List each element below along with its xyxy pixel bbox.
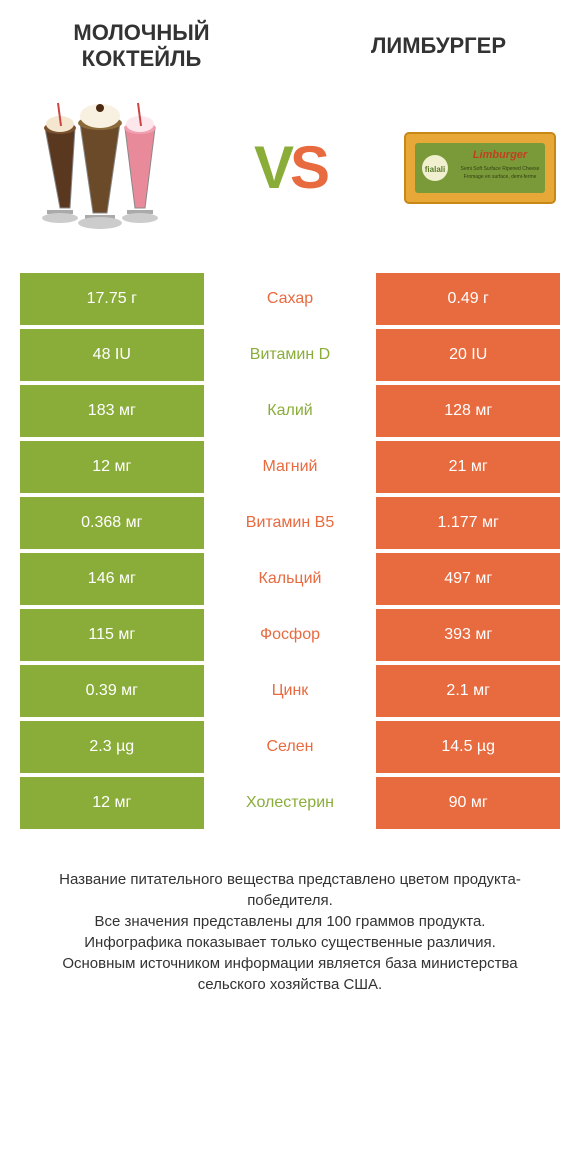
cheese-icon: fialali Limburger Semi Soft Surface Ripe… — [400, 118, 560, 218]
left-value-cell: 0.368 мг — [20, 497, 204, 549]
table-row: 146 мгКальций497 мг — [20, 553, 560, 605]
table-row: 0.368 мгВитамин B51.177 мг — [20, 497, 560, 549]
right-value-cell: 393 мг — [376, 609, 560, 661]
nutrient-name-cell: Селен — [204, 721, 377, 773]
svg-text:Fromage en surface, demi-ferme: Fromage en surface, demi-ferme — [464, 174, 537, 180]
table-row: 2.3 µgСелен14.5 µg — [20, 721, 560, 773]
nutrient-name-cell: Сахар — [204, 273, 377, 325]
table-row: 12 мгМагний21 мг — [20, 441, 560, 493]
right-value-cell: 128 мг — [376, 385, 560, 437]
nutrient-name-cell: Магний — [204, 441, 377, 493]
milkshake-icon — [25, 98, 175, 238]
left-product-image — [20, 98, 180, 238]
table-row: 48 IUВитамин D20 IU — [20, 329, 560, 381]
svg-text:Semi Soft Surface Ripened Chee: Semi Soft Surface Ripened Cheese — [461, 166, 540, 172]
vs-s: S — [290, 134, 326, 201]
right-value-cell: 20 IU — [376, 329, 560, 381]
comparison-table: 17.75 гСахар0.49 г48 IUВитамин D20 IU183… — [20, 273, 560, 829]
right-product-image: fialali Limburger Semi Soft Surface Ripe… — [400, 98, 560, 238]
left-value-cell: 0.39 мг — [20, 665, 204, 717]
svg-text:Limburger: Limburger — [473, 149, 528, 161]
vs-label: VS — [254, 133, 326, 202]
svg-text:fialali: fialali — [425, 165, 445, 174]
left-value-cell: 12 мг — [20, 777, 204, 829]
nutrient-name-cell: Витамин B5 — [204, 497, 377, 549]
right-value-cell: 2.1 мг — [376, 665, 560, 717]
left-value-cell: 2.3 µg — [20, 721, 204, 773]
footnote-text: Название питательного вещества представл… — [20, 869, 560, 995]
images-row: VS fialali Limburger Semi Soft Surface R… — [20, 93, 560, 243]
right-value-cell: 1.177 мг — [376, 497, 560, 549]
vs-v: V — [254, 134, 290, 201]
nutrient-name-cell: Фосфор — [204, 609, 377, 661]
left-value-cell: 146 мг — [20, 553, 204, 605]
nutrient-name-cell: Кальций — [204, 553, 377, 605]
nutrient-name-cell: Холестерин — [204, 777, 377, 829]
left-value-cell: 17.75 г — [20, 273, 204, 325]
right-product-title: ЛИМБУРГЕР — [317, 33, 560, 59]
right-value-cell: 14.5 µg — [376, 721, 560, 773]
nutrient-name-cell: Калий — [204, 385, 377, 437]
left-value-cell: 115 мг — [20, 609, 204, 661]
right-value-cell: 90 мг — [376, 777, 560, 829]
titles-row: МОЛОЧНЫЙ КОКТЕЙЛЬ ЛИМБУРГЕР — [20, 20, 560, 73]
left-value-cell: 48 IU — [20, 329, 204, 381]
nutrient-name-cell: Цинк — [204, 665, 377, 717]
right-value-cell: 497 мг — [376, 553, 560, 605]
right-value-cell: 0.49 г — [376, 273, 560, 325]
left-value-cell: 183 мг — [20, 385, 204, 437]
table-row: 12 мгХолестерин90 мг — [20, 777, 560, 829]
left-value-cell: 12 мг — [20, 441, 204, 493]
table-row: 115 мгФосфор393 мг — [20, 609, 560, 661]
table-row: 183 мгКалий128 мг — [20, 385, 560, 437]
table-row: 0.39 мгЦинк2.1 мг — [20, 665, 560, 717]
left-product-title: МОЛОЧНЫЙ КОКТЕЙЛЬ — [20, 20, 263, 73]
right-value-cell: 21 мг — [376, 441, 560, 493]
table-row: 17.75 гСахар0.49 г — [20, 273, 560, 325]
nutrient-name-cell: Витамин D — [204, 329, 377, 381]
